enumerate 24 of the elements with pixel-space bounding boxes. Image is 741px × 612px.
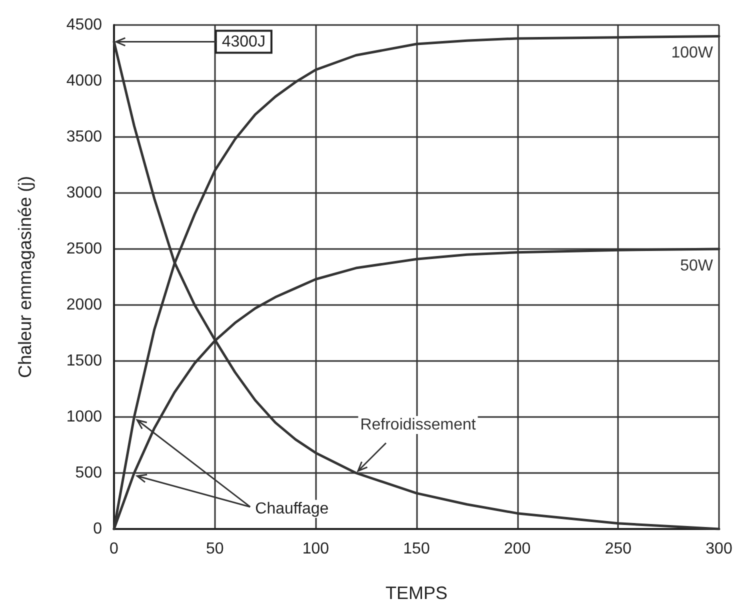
series-label: 50W bbox=[680, 258, 714, 274]
y-tick-label: 4500 bbox=[66, 16, 102, 34]
x-tick-label: 150 bbox=[403, 540, 430, 558]
y-tick-label: 1500 bbox=[66, 352, 102, 370]
x-tick-label: 200 bbox=[504, 540, 531, 558]
y-tick-label: 3000 bbox=[66, 184, 102, 202]
y-tick-label: 500 bbox=[75, 464, 102, 482]
series-label: 100W bbox=[671, 44, 714, 62]
x-tick-label: 50 bbox=[206, 540, 224, 558]
x-tick-label: 0 bbox=[110, 540, 119, 558]
y-tick-label: 2500 bbox=[66, 240, 102, 258]
annotation: Chauffage bbox=[255, 500, 329, 518]
x-tick-label: 250 bbox=[604, 540, 632, 558]
text: Refroidissement bbox=[360, 416, 476, 434]
x-axis-title: TEMPS bbox=[385, 583, 448, 603]
x-tick-label: 300 bbox=[706, 540, 732, 558]
y-axis-title: Chaleur emmagasinée (j) bbox=[15, 176, 35, 378]
y-tick-label: 1000 bbox=[66, 408, 102, 426]
y-tick-label: 0 bbox=[93, 520, 102, 538]
y-tick-label: 2000 bbox=[66, 296, 102, 314]
annotation: 4300J bbox=[222, 33, 266, 50]
x-tick-label: 100 bbox=[302, 540, 330, 558]
y-tick-label: 4000 bbox=[66, 72, 102, 90]
y-tick-label: 3500 bbox=[66, 128, 102, 146]
